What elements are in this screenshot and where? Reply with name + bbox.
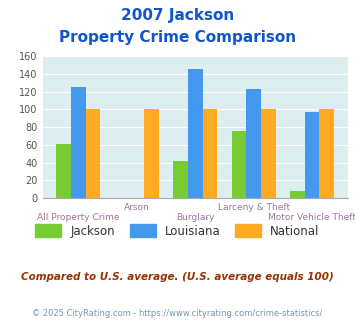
Text: © 2025 CityRating.com - https://www.cityrating.com/crime-statistics/: © 2025 CityRating.com - https://www.city… (32, 309, 323, 317)
Text: Arson: Arson (124, 203, 150, 212)
Bar (86, 109, 100, 198)
Bar (305, 112, 320, 198)
Bar (173, 161, 188, 198)
Bar (232, 131, 246, 198)
Text: 2007 Jackson: 2007 Jackson (121, 8, 234, 23)
Text: All Property Crime: All Property Crime (37, 213, 120, 222)
Bar (261, 109, 275, 198)
Bar (203, 109, 217, 198)
Bar (320, 109, 334, 198)
Text: Property Crime Comparison: Property Crime Comparison (59, 30, 296, 45)
Text: Motor Vehicle Theft: Motor Vehicle Theft (268, 213, 355, 222)
Bar (188, 69, 203, 198)
Bar (144, 109, 159, 198)
Bar (290, 191, 305, 198)
Text: Larceny & Theft: Larceny & Theft (218, 203, 290, 212)
Legend: Jackson, Louisiana, National: Jackson, Louisiana, National (31, 219, 324, 243)
Text: Burglary: Burglary (176, 213, 214, 222)
Bar (246, 89, 261, 198)
Text: Compared to U.S. average. (U.S. average equals 100): Compared to U.S. average. (U.S. average … (21, 272, 334, 282)
Bar (71, 87, 86, 198)
Bar (56, 144, 71, 198)
